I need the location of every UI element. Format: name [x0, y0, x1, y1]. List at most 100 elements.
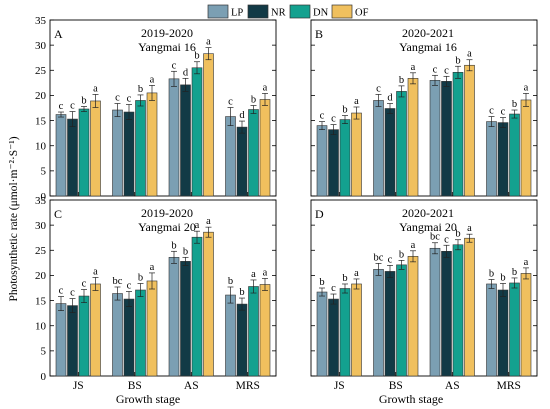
legend-label-nr: NR: [271, 8, 286, 19]
significance-letter: b: [342, 273, 347, 284]
bar-dn: [396, 264, 407, 377]
bar-dn: [509, 282, 520, 377]
y-tick-label: 25: [35, 245, 47, 257]
bar-lp: [316, 291, 328, 377]
bar-of: [90, 100, 101, 197]
legend-label-lp: LP: [231, 8, 243, 19]
bar-of: [520, 273, 532, 377]
x-tick-label: AS: [184, 380, 199, 392]
y-tick-label: 35: [35, 195, 47, 207]
bar-lp: [373, 269, 384, 377]
bar-lp: [112, 293, 123, 377]
significance-letter: c: [172, 60, 177, 71]
significance-letter: c: [501, 107, 506, 118]
significance-letter: b: [399, 249, 404, 260]
y-tick-label: 10: [35, 141, 47, 153]
panel-letter: C: [54, 207, 62, 221]
bar-of: [146, 280, 158, 377]
bar-of: [464, 237, 475, 377]
significance-letter: c: [59, 101, 64, 112]
y-tick-label: 15: [35, 115, 47, 127]
bar-lp: [429, 247, 441, 377]
significance-letter: c: [70, 288, 75, 299]
legend-label-dn: DN: [313, 8, 329, 19]
y-tick-label: 15: [35, 295, 47, 307]
y-tick-label: 0: [41, 371, 47, 383]
significance-letter: a: [195, 220, 200, 231]
legend-label-of: OF: [355, 8, 369, 19]
bar-dn: [78, 295, 90, 377]
bar-nr: [384, 108, 396, 197]
legend-swatch-of: [331, 4, 353, 19]
x-tick-label: BS: [128, 380, 142, 392]
significance-letter: a: [206, 37, 211, 48]
x-tick-label: MRS: [497, 380, 521, 392]
significance-letter: c: [376, 83, 381, 94]
bar-of: [351, 112, 362, 197]
significance-letter: a: [354, 96, 359, 107]
significance-letter: b: [512, 99, 517, 110]
significance-letter: b: [512, 267, 517, 278]
bar-nr: [180, 261, 191, 377]
x-tick-label: BS: [389, 380, 403, 392]
bar-lp: [112, 109, 123, 197]
significance-letter: a: [150, 74, 155, 85]
bar-of: [520, 99, 532, 197]
bar-nr: [67, 118, 78, 197]
bar-nr: [180, 84, 191, 197]
panel-letter: D: [315, 207, 324, 221]
bar-of: [146, 92, 158, 197]
significance-letter: c: [433, 64, 438, 75]
bar-of: [407, 78, 419, 197]
bar-dn: [452, 71, 464, 197]
significance-letter: a: [467, 49, 472, 60]
significance-letter: b: [342, 105, 347, 116]
significance-letter: c: [320, 111, 325, 122]
bar-of: [464, 64, 475, 197]
bar-lp: [429, 80, 441, 197]
significance-letter: c: [127, 93, 132, 104]
significance-letter: b: [81, 95, 86, 106]
significance-letter: c: [70, 101, 75, 112]
panel-title: 2020-2021: [402, 26, 454, 40]
y-axis-label: Photosynthetic rate (μmol·m⁻²·S⁻¹): [8, 136, 20, 301]
bar-lp: [225, 294, 236, 377]
bar-dn: [135, 289, 146, 377]
y-tick-label: 30: [35, 40, 47, 52]
significance-letter: c: [489, 106, 494, 117]
significance-letter: d: [239, 110, 245, 121]
y-tick-label: 25: [35, 65, 47, 77]
significance-letter: d: [387, 92, 393, 103]
y-tick-label: 5: [41, 166, 47, 178]
significance-letter: a: [524, 82, 529, 93]
x-tick-label: AS: [445, 380, 460, 392]
bar-dn: [509, 113, 520, 197]
significance-letter: c: [127, 281, 132, 292]
x-axis-label-right: Growth stage: [379, 392, 443, 406]
panel-frame: [49, 199, 277, 377]
bar-nr: [236, 126, 248, 197]
bar-dn: [396, 91, 407, 197]
bar-lp: [486, 283, 497, 377]
bar-lp: [55, 303, 67, 377]
bar-nr: [497, 289, 509, 377]
significance-letter: c: [331, 114, 336, 125]
bar-dn: [339, 119, 351, 197]
bar-nr: [67, 305, 78, 377]
legend-swatch-nr: [247, 4, 269, 19]
significance-letter: b: [194, 51, 199, 62]
bar-nr: [441, 81, 452, 197]
significance-letter: b: [455, 229, 460, 240]
significance-letter: a: [411, 240, 416, 251]
bar-lp: [373, 100, 384, 197]
significance-letter: a: [150, 262, 155, 273]
significance-letter: a: [467, 223, 472, 234]
significance-letter: b: [489, 268, 494, 279]
significance-letter: a: [93, 266, 98, 277]
bar-dn: [135, 100, 146, 197]
bar-dn: [248, 109, 259, 197]
bar-nr: [497, 122, 509, 197]
bar-of: [259, 99, 271, 197]
significance-letter: b: [239, 287, 244, 298]
